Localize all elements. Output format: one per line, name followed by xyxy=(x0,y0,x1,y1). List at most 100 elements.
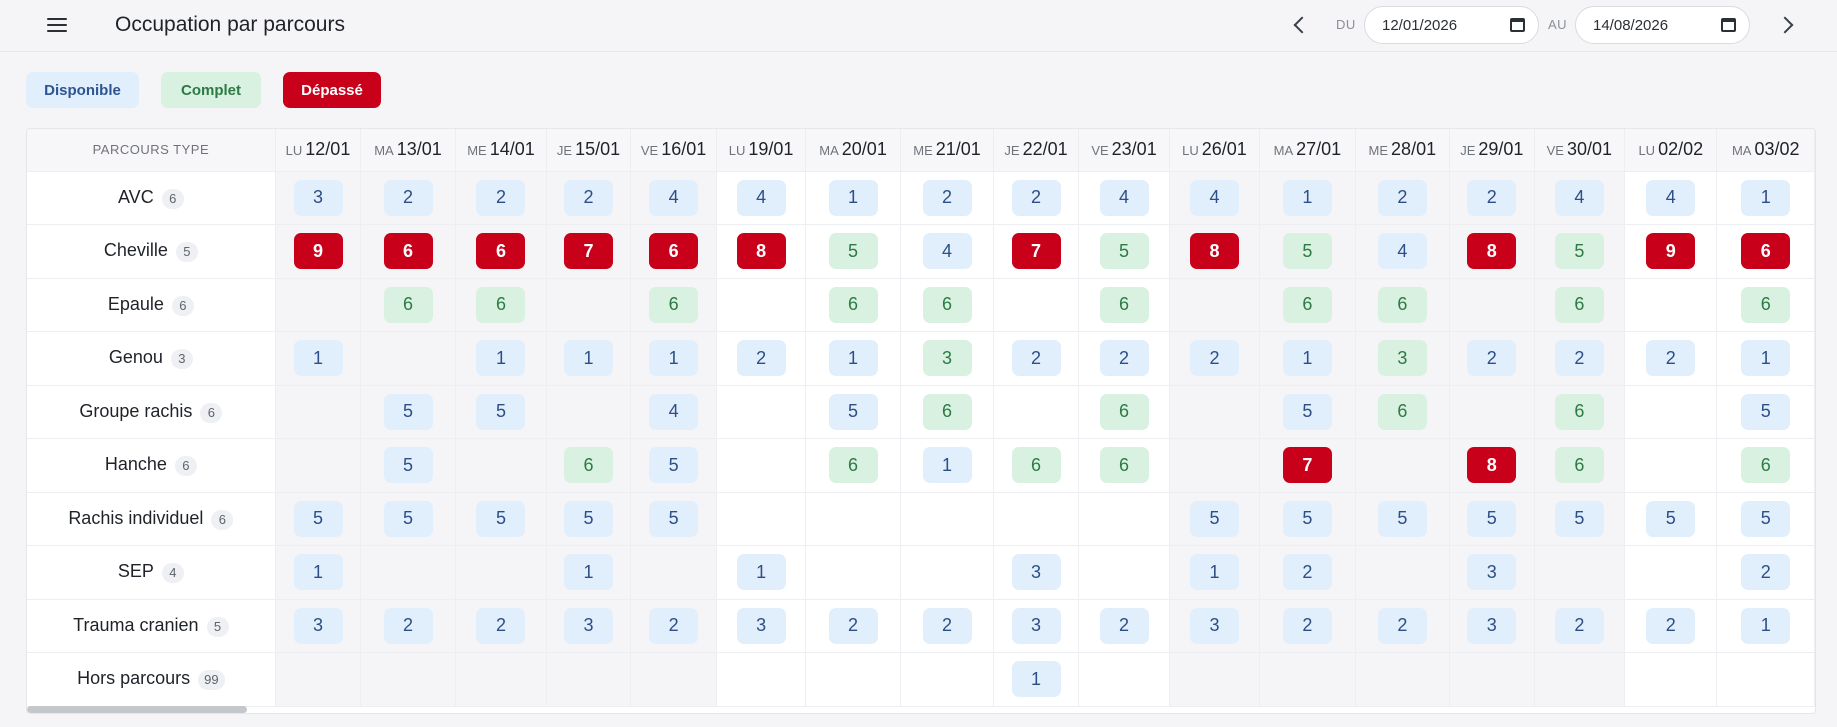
occupation-badge-complet[interactable]: 6 xyxy=(649,286,699,323)
occupation-cell[interactable]: 3 xyxy=(716,599,806,653)
occupation-cell[interactable]: 7 xyxy=(546,224,631,279)
occupation-badge-disponible[interactable]: 3 xyxy=(293,607,343,644)
occupation-cell[interactable]: 5 xyxy=(1259,492,1356,546)
occupation-badge-complet[interactable]: 5 xyxy=(1282,233,1332,270)
occupation-badge-disponible[interactable]: 5 xyxy=(1189,500,1239,537)
occupation-badge-disponible[interactable]: 2 xyxy=(1467,340,1517,377)
occupation-badge-disponible[interactable]: 4 xyxy=(649,179,699,216)
occupation-badge-disponible[interactable]: 1 xyxy=(293,554,343,591)
occupation-cell[interactable]: 1 xyxy=(1716,171,1815,225)
occupation-badge-disponible[interactable]: 2 xyxy=(922,607,972,644)
occupation-badge-disponible[interactable]: 2 xyxy=(1189,340,1239,377)
occupation-badge-complet[interactable]: 6 xyxy=(1282,286,1332,323)
occupation-badge-disponible[interactable]: 1 xyxy=(1189,554,1239,591)
occupation-badge-disponible[interactable]: 5 xyxy=(1377,500,1427,537)
occupation-cell[interactable]: 6 xyxy=(1078,385,1170,439)
occupation-badge-disponible[interactable]: 3 xyxy=(1467,607,1517,644)
occupation-cell[interactable]: 9 xyxy=(1624,224,1718,279)
menu-icon[interactable] xyxy=(40,10,74,40)
occupation-cell[interactable]: 6 xyxy=(900,385,994,439)
occupation-cell[interactable]: 3 xyxy=(900,331,994,386)
occupation-badge-disponible[interactable]: 5 xyxy=(1554,500,1604,537)
occupation-cell[interactable]: 2 xyxy=(455,171,548,225)
occupation-badge-complet[interactable]: 6 xyxy=(1099,447,1149,484)
occupation-badge-complet[interactable]: 5 xyxy=(1554,233,1604,270)
occupation-cell[interactable]: 3 xyxy=(1449,599,1535,653)
occupation-badge-disponible[interactable]: 5 xyxy=(293,500,343,537)
occupation-cell[interactable]: 6 xyxy=(805,278,902,332)
occupation-cell[interactable]: 8 xyxy=(1449,224,1535,279)
occupation-badge-disponible[interactable]: 1 xyxy=(1282,179,1332,216)
occupation-cell[interactable]: 5 xyxy=(546,492,631,546)
occupation-cell[interactable]: 5 xyxy=(1259,224,1356,279)
occupation-cell[interactable]: 3 xyxy=(1449,545,1535,600)
occupation-badge-complet[interactable]: 6 xyxy=(1099,286,1149,323)
occupation-cell[interactable]: 6 xyxy=(993,438,1080,493)
occupation-cell[interactable]: 6 xyxy=(1078,278,1170,332)
occupation-cell[interactable]: 2 xyxy=(1355,599,1451,653)
occupation-badge-depasse[interactable]: 6 xyxy=(649,233,699,270)
occupation-cell[interactable]: 2 xyxy=(1169,331,1261,386)
occupation-cell[interactable]: 5 xyxy=(1716,492,1815,546)
occupation-cell[interactable]: 1 xyxy=(546,331,631,386)
occupation-badge-disponible[interactable]: 5 xyxy=(383,500,433,537)
occupation-cell[interactable]: 2 xyxy=(360,171,456,225)
occupation-badge-disponible[interactable]: 2 xyxy=(1646,607,1696,644)
occupation-cell[interactable]: 1 xyxy=(805,171,902,225)
occupation-badge-disponible[interactable]: 1 xyxy=(1282,340,1332,377)
date-to-input[interactable]: 14/08/2026 xyxy=(1575,6,1750,44)
occupation-cell[interactable]: 7 xyxy=(1259,438,1356,493)
occupation-cell[interactable]: 2 xyxy=(900,171,994,225)
occupation-badge-complet[interactable]: 6 xyxy=(1011,447,1061,484)
occupation-badge-depasse[interactable]: 7 xyxy=(1011,233,1061,270)
occupation-badge-depasse[interactable]: 6 xyxy=(476,233,526,270)
occupation-cell[interactable]: 1 xyxy=(805,331,902,386)
occupation-cell[interactable]: 5 xyxy=(1534,492,1626,546)
occupation-badge-depasse[interactable]: 6 xyxy=(1741,233,1791,270)
occupation-badge-disponible[interactable]: 1 xyxy=(293,340,343,377)
occupation-badge-complet[interactable]: 3 xyxy=(1377,340,1427,377)
occupation-badge-disponible[interactable]: 2 xyxy=(476,179,526,216)
occupation-cell[interactable]: 6 xyxy=(1259,278,1356,332)
occupation-badge-disponible[interactable]: 4 xyxy=(649,393,699,430)
occupation-badge-complet[interactable]: 6 xyxy=(1741,286,1791,323)
occupation-badge-disponible[interactable]: 1 xyxy=(828,179,878,216)
occupation-badge-disponible[interactable]: 1 xyxy=(828,340,878,377)
occupation-cell[interactable]: 5 xyxy=(805,385,902,439)
occupation-badge-disponible[interactable]: 3 xyxy=(293,179,343,216)
occupation-badge-disponible[interactable]: 4 xyxy=(922,233,972,270)
occupation-badge-disponible[interactable]: 3 xyxy=(1011,554,1061,591)
occupation-cell[interactable]: 5 xyxy=(360,385,456,439)
occupation-cell[interactable]: 8 xyxy=(1449,438,1535,493)
occupation-cell[interactable]: 4 xyxy=(630,385,718,439)
next-period-button[interactable] xyxy=(1774,12,1800,38)
occupation-badge-disponible[interactable]: 2 xyxy=(1741,554,1791,591)
occupation-cell[interactable]: 6 xyxy=(546,438,631,493)
occupation-cell[interactable]: 4 xyxy=(1078,171,1170,225)
occupation-cell[interactable]: 2 xyxy=(1449,171,1535,225)
occupation-cell[interactable]: 1 xyxy=(1716,599,1815,653)
occupation-cell[interactable]: 6 xyxy=(1078,438,1170,493)
occupation-badge-disponible[interactable]: 5 xyxy=(649,447,699,484)
occupation-badge-disponible[interactable]: 4 xyxy=(1099,179,1149,216)
occupation-badge-disponible[interactable]: 2 xyxy=(1554,607,1604,644)
horizontal-scrollbar[interactable] xyxy=(27,706,247,713)
occupation-cell[interactable]: 5 xyxy=(275,492,362,546)
occupation-badge-disponible[interactable]: 3 xyxy=(736,607,786,644)
occupation-badge-disponible[interactable]: 1 xyxy=(922,447,972,484)
occupation-badge-disponible[interactable]: 2 xyxy=(564,179,613,216)
occupation-cell[interactable]: 1 xyxy=(275,545,362,600)
occupation-cell[interactable]: 5 xyxy=(360,438,456,493)
occupation-badge-disponible[interactable]: 2 xyxy=(1377,179,1427,216)
occupation-cell[interactable]: 1 xyxy=(716,545,806,600)
occupation-badge-disponible[interactable]: 2 xyxy=(1099,340,1149,377)
occupation-cell[interactable]: 2 xyxy=(716,331,806,386)
occupation-badge-disponible[interactable]: 5 xyxy=(1646,500,1696,537)
occupation-cell[interactable]: 2 xyxy=(1534,599,1626,653)
occupation-badge-complet[interactable]: 6 xyxy=(1741,447,1791,484)
occupation-cell[interactable]: 3 xyxy=(993,545,1080,600)
occupation-badge-disponible[interactable]: 4 xyxy=(1646,179,1696,216)
occupation-badge-depasse[interactable]: 8 xyxy=(1467,233,1517,270)
occupation-cell[interactable]: 2 xyxy=(630,599,718,653)
occupation-badge-depasse[interactable]: 7 xyxy=(564,233,613,270)
